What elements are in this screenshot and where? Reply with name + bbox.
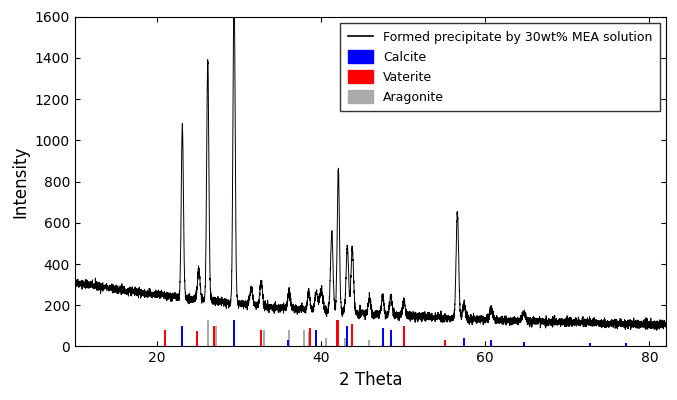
Bar [403, 326, 405, 346]
Bar [213, 326, 215, 346]
Bar [233, 320, 235, 346]
X-axis label: 2 Theta: 2 Theta [338, 371, 402, 389]
Bar [625, 343, 627, 346]
Bar [368, 340, 370, 346]
Bar [351, 324, 353, 346]
Bar [325, 338, 327, 346]
Bar [382, 328, 384, 346]
Y-axis label: Intensity: Intensity [11, 145, 29, 218]
Bar [590, 343, 592, 346]
Bar [390, 330, 392, 346]
Bar [347, 326, 349, 346]
Bar [260, 330, 262, 346]
Bar [344, 338, 346, 346]
Bar [287, 340, 289, 346]
Legend: Formed precipitate by 30wt% MEA solution, Calcite, Vaterite, Aragonite: Formed precipitate by 30wt% MEA solution… [341, 23, 659, 111]
Bar [206, 320, 209, 346]
Bar [215, 326, 217, 346]
Bar [288, 330, 290, 346]
Bar [303, 330, 305, 346]
Bar [463, 338, 465, 346]
Bar [263, 330, 265, 346]
Bar [444, 340, 446, 346]
Bar [181, 326, 183, 346]
Bar [336, 320, 338, 346]
Bar [164, 330, 166, 346]
Bar [523, 342, 525, 346]
Bar [309, 328, 311, 346]
Bar [196, 331, 198, 346]
Bar [308, 332, 310, 346]
Bar [490, 340, 492, 346]
Bar [315, 330, 317, 346]
